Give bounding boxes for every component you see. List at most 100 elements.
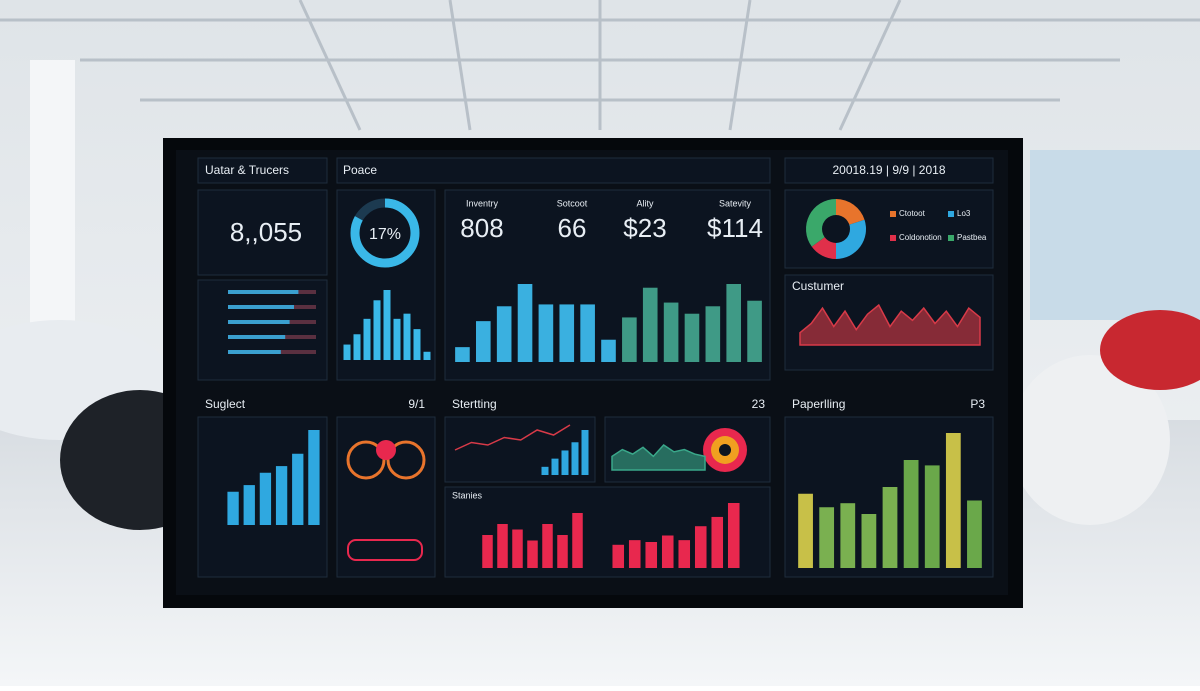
bar — [227, 491, 239, 525]
bar — [497, 524, 508, 568]
bar — [496, 306, 512, 362]
kpi-name: Satevity — [719, 198, 752, 208]
bar — [694, 526, 707, 568]
bar — [705, 306, 721, 362]
bar — [383, 290, 391, 360]
kpi-value: 808 — [460, 213, 503, 243]
icon — [346, 440, 386, 480]
header: Poace — [343, 163, 377, 177]
kpi-name: Inventry — [466, 198, 499, 208]
panel — [197, 157, 328, 184]
bar — [967, 500, 982, 568]
hbar — [228, 290, 299, 294]
bar — [945, 433, 961, 568]
panel — [336, 157, 771, 184]
bar — [475, 321, 491, 362]
hbar — [228, 335, 286, 339]
panel-title: Stanies — [452, 490, 483, 500]
bar — [581, 430, 589, 475]
panel-title: Stertting — [452, 397, 497, 411]
bar — [684, 313, 700, 362]
bar — [903, 460, 919, 568]
bar — [538, 304, 554, 362]
bar — [727, 503, 740, 568]
bar — [798, 493, 813, 568]
pie-hole — [822, 215, 850, 243]
panel-title: Custumer — [792, 279, 844, 293]
bar — [622, 317, 637, 362]
icon — [386, 440, 426, 480]
kpi-value: 66 — [558, 213, 587, 243]
legend-label: Coldonotion — [899, 233, 942, 242]
header: 20018.19 | 9/9 | 2018 — [833, 163, 946, 177]
header: Uatar & Trucers — [205, 163, 289, 177]
panel — [197, 279, 328, 381]
bar — [363, 318, 371, 360]
bar — [517, 284, 533, 362]
bar — [413, 329, 421, 360]
kpi-name: Ality — [636, 198, 654, 208]
bar — [243, 485, 255, 525]
ceiling-grid — [0, 0, 1200, 131]
bar — [663, 302, 679, 362]
bar — [571, 442, 579, 475]
bar — [353, 334, 361, 360]
bar — [678, 540, 691, 568]
bar — [259, 472, 272, 525]
bar — [403, 313, 411, 360]
gauge — [719, 444, 731, 456]
bar — [882, 487, 898, 568]
bar — [747, 300, 762, 362]
total: 8,,055 — [230, 217, 302, 247]
pie-slice — [806, 199, 836, 247]
kpi-name: Sotcoot — [557, 198, 588, 208]
bar — [557, 535, 568, 568]
area — [799, 303, 981, 346]
bar — [580, 304, 595, 362]
bar — [455, 347, 470, 362]
legend-label: Ctotoot — [899, 209, 926, 218]
hbar — [228, 305, 294, 309]
car — [1100, 310, 1200, 390]
legend-swatch — [948, 211, 954, 217]
bar — [343, 344, 351, 360]
line — [454, 424, 571, 451]
bar — [423, 351, 431, 360]
legend-swatch — [948, 235, 954, 241]
bar — [551, 458, 559, 475]
bar — [572, 513, 583, 568]
bar — [601, 339, 616, 362]
bar — [542, 524, 553, 568]
bar — [628, 540, 641, 568]
hbar — [228, 350, 281, 354]
donut-label: 17% — [369, 226, 401, 243]
badge: 23 — [752, 397, 766, 411]
hbar — [228, 320, 290, 324]
legend-label: Lo3 — [957, 209, 971, 218]
bar — [645, 542, 658, 568]
bar — [292, 453, 304, 525]
bar — [561, 450, 569, 475]
bar — [819, 507, 835, 568]
panel-title: Paperlling — [792, 397, 845, 411]
kpi-value: $23 — [623, 213, 666, 243]
panel — [197, 189, 328, 276]
bar — [642, 287, 658, 362]
window — [1030, 150, 1200, 320]
panel — [444, 416, 596, 483]
bar — [711, 516, 724, 568]
bar — [482, 535, 493, 568]
bar — [559, 304, 575, 362]
bar — [840, 503, 856, 568]
legend-swatch — [890, 235, 896, 241]
badge: P3 — [970, 397, 985, 411]
bar — [275, 466, 288, 525]
kpi-value: $114 — [707, 213, 763, 243]
legend-label: Pastbea — [957, 233, 987, 242]
area — [611, 444, 706, 471]
badge: 9/1 — [408, 397, 425, 411]
panel-title: Suglect — [205, 397, 246, 411]
bar — [861, 514, 877, 568]
bar — [393, 318, 401, 360]
